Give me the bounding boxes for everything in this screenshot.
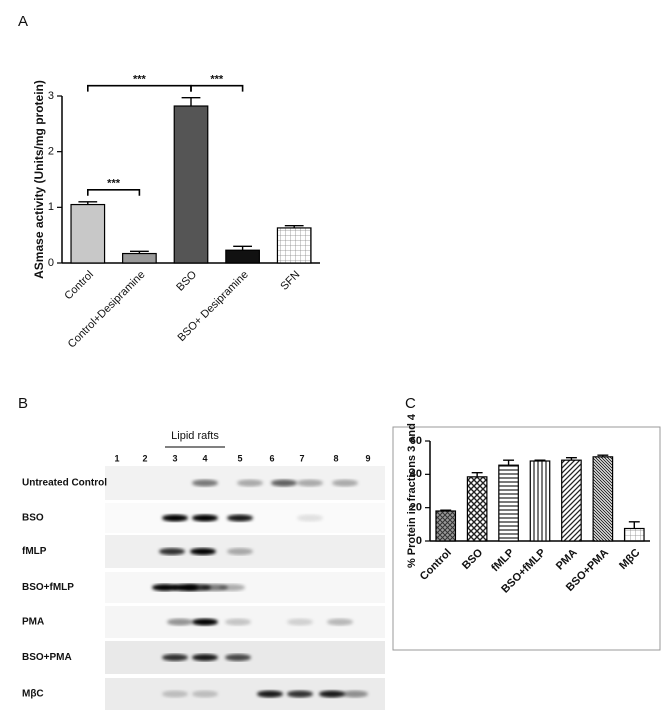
y-tick-label: 0 <box>416 535 422 547</box>
bar <box>592 456 614 542</box>
x-tick-label: BSO <box>174 268 199 293</box>
lane-label: 2 <box>142 453 147 463</box>
bar <box>70 203 106 264</box>
y-tick-label: 20 <box>410 502 422 514</box>
blot-band <box>287 618 313 626</box>
blot-band <box>287 690 313 698</box>
row-label: BSO+PMA <box>22 652 72 663</box>
blot-band <box>162 654 188 661</box>
x-tick-label: Control <box>418 547 454 583</box>
y-tick-label: 1 <box>48 201 54 213</box>
bar <box>529 460 551 542</box>
blot-band <box>159 548 185 555</box>
y-axis-label: ASmase activity (Units/mg protein) <box>32 80 46 279</box>
lane-label: 5 <box>237 453 242 463</box>
blot-band <box>190 548 216 555</box>
error-bar <box>181 96 201 107</box>
blot-band <box>227 548 253 555</box>
bar <box>623 527 645 542</box>
lane-label: 4 <box>202 453 207 463</box>
blot-band <box>297 479 323 487</box>
error-bar <box>284 225 304 228</box>
panel-label: A <box>18 13 28 30</box>
error-bar <box>440 509 452 511</box>
row-label: Untreated Control <box>22 478 107 489</box>
blot-band <box>162 514 188 522</box>
blot-band <box>225 618 251 626</box>
significance-label: *** <box>133 74 147 86</box>
blot-band <box>192 514 218 522</box>
blot-band <box>152 584 178 591</box>
significance-bracket <box>87 84 192 92</box>
y-tick-label: 40 <box>410 468 422 480</box>
blot-band <box>257 690 283 698</box>
error-bar <box>130 250 149 254</box>
x-tick-label: fMLP <box>489 547 516 574</box>
blot-band <box>327 618 353 626</box>
x-tick-label: SFN <box>278 269 302 293</box>
y-tick-label: 3 <box>48 90 54 102</box>
row-label: PMA <box>22 617 44 628</box>
lane-label: 6 <box>269 453 274 463</box>
x-tick-label: MβC <box>617 547 642 572</box>
lane-label: 7 <box>299 453 304 463</box>
error-bar <box>597 454 609 457</box>
error-bar <box>628 521 640 529</box>
lane-label: 1 <box>114 453 119 463</box>
row-label: BSO <box>22 513 44 524</box>
error-bar <box>471 471 483 477</box>
significance-bracket <box>190 84 244 92</box>
y-tick-label: 2 <box>48 146 54 158</box>
significance-label: *** <box>107 178 121 190</box>
error-bar <box>233 245 252 251</box>
blot-band <box>237 479 263 487</box>
error-bar <box>503 459 515 466</box>
panel-label: C <box>405 395 416 412</box>
blot-band <box>192 479 218 487</box>
row-label: MβC <box>22 689 44 700</box>
blot-band <box>219 584 245 591</box>
panel-frame <box>392 426 661 651</box>
row-label: fMLP <box>22 546 47 557</box>
blot-band <box>225 654 251 661</box>
significance-label: *** <box>210 74 224 86</box>
error-bar <box>78 201 98 205</box>
bar <box>466 476 488 542</box>
bar <box>173 105 209 264</box>
row-label: BSO+fMLP <box>22 582 74 593</box>
bar <box>498 464 519 542</box>
y-tick-label: 60 <box>410 435 422 447</box>
blot-band <box>319 690 345 698</box>
blot-band <box>297 514 323 522</box>
bar <box>276 227 312 264</box>
panel-label: B <box>18 395 28 412</box>
bar <box>435 510 457 542</box>
lane-label: 3 <box>172 453 177 463</box>
blot-band <box>192 654 218 661</box>
error-bar <box>534 459 546 461</box>
blot-band <box>342 690 368 698</box>
error-bar <box>565 456 577 461</box>
x-tick-label: BSO <box>460 546 486 572</box>
x-tick-label: Control <box>62 269 96 303</box>
x-tick-label: PMA <box>554 547 580 573</box>
blot-band <box>192 690 218 698</box>
blot-band <box>167 618 193 626</box>
blot: Lipid rafts 1 2 3 4 5 6 7 8 9 Untreated Control BS… <box>22 430 385 710</box>
blot-band <box>162 690 188 698</box>
blot-band <box>332 479 358 487</box>
significance-bracket <box>87 188 141 196</box>
y-tick-label: 0 <box>48 257 54 269</box>
blot-band <box>271 479 297 487</box>
lane-label: 9 <box>365 453 370 463</box>
bar <box>122 252 157 264</box>
y-axis-label: % Protein in fractions 3 and 4 <box>406 413 418 568</box>
blot-band <box>192 618 218 626</box>
lane-label: 8 <box>333 453 338 463</box>
bar <box>561 459 582 542</box>
blot-band <box>227 514 253 522</box>
blot-title: Lipid rafts <box>171 430 219 442</box>
bar <box>225 249 260 264</box>
